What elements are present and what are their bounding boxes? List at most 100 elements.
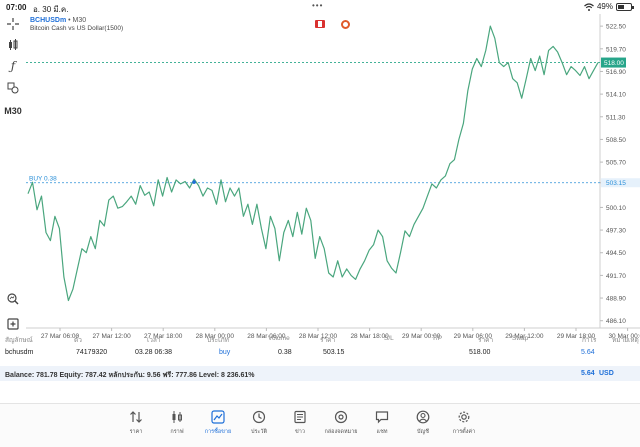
clock-icon[interactable] — [341, 20, 350, 29]
chat-bubble-icon — [375, 411, 389, 424]
price-chart-svg[interactable]: 522.50 519.70 516.90 514.10 511.30 508.50 505.… — [26, 14, 640, 344]
history-clock-icon — [252, 410, 266, 424]
current-price-box — [601, 57, 626, 68]
y-tick-label: 486.10 — [606, 318, 626, 325]
y-tick-label: 505.70 — [606, 160, 626, 167]
x-tick-label: 29 Mar 06:00 — [454, 333, 493, 340]
column-header[interactable]: กำไร — [582, 337, 597, 344]
nav-item-4[interactable]: ข่าว — [280, 409, 320, 436]
function-icon[interactable]: ƒ — [10, 59, 16, 73]
battery-percent: 49% — [596, 2, 613, 11]
nav-item-3[interactable]: ประวัติ — [239, 409, 279, 436]
y-tick-label: 500.10 — [606, 205, 626, 212]
balance-text: Balance: 781.78 Equity: 787.42 หลักประกั… — [5, 372, 255, 379]
chart-timeframe: M30 — [72, 17, 87, 24]
y-tick-label: 522.50 — [606, 24, 626, 31]
cell-profit: 5.64 — [581, 349, 595, 356]
cell-volume: 0.38 — [278, 349, 292, 356]
y-tick-label: 516.90 — [606, 69, 626, 76]
y-tick-label: 519.70 — [606, 46, 626, 53]
quotes-arrows-icon — [130, 411, 142, 423]
buy-line-label: BUY 0.38 — [29, 176, 57, 183]
table-header-row: สัญลักษณ์ ตั๋ว เวลา ประเภท Volume ราคา S/L T/P ร… — [0, 332, 640, 346]
nav-item-1[interactable]: กราฟ — [157, 409, 197, 436]
column-header[interactable]: Volume — [268, 335, 290, 342]
nav-item-6[interactable]: แชท — [362, 409, 402, 436]
buy-price-tag: 503.15 — [606, 180, 626, 187]
y-tick-label: 491.70 — [606, 273, 626, 280]
nav-item-label: ข่าว — [295, 429, 305, 435]
nav-item-label: การซื้อขาย — [204, 429, 232, 435]
column-header[interactable]: เวลา — [147, 337, 161, 344]
nav-item-5[interactable]: กล่องจดหมาย — [321, 409, 361, 436]
nav-item-8[interactable]: การตั้งค่า — [444, 409, 484, 436]
chart-symbol-description: Bitcoin Cash vs US Dollar(1500) — [30, 25, 124, 32]
nav-item-label: ประวัติ — [250, 429, 268, 435]
currency-label: USD — [599, 370, 614, 377]
objects-shapes-icon[interactable] — [5, 80, 21, 96]
wifi-icon — [584, 2, 594, 11]
balance-summary: Balance: 781.78 Equity: 787.42 หลักประกั… — [0, 366, 640, 381]
chart-toolbar: ƒ M30 — [0, 14, 26, 332]
x-tick-label: 29 Mar 18:00 — [557, 333, 596, 340]
column-header[interactable]: ประเภท — [207, 337, 229, 344]
nav-item-label: บัญชี — [417, 429, 429, 435]
news-icon — [294, 410, 306, 424]
x-tick-label: 28 Mar 18:00 — [350, 333, 389, 340]
status-bar: 07:00 อ. 30 มี.ค. ••• 49% — [0, 0, 640, 14]
trade-chart-icon — [211, 410, 225, 424]
chart-symbol-header: BCHUSDm • M30 — [30, 17, 87, 24]
add-position-icon[interactable] — [5, 316, 21, 332]
battery-icon — [616, 2, 634, 11]
multitask-dots-icon[interactable]: ••• — [312, 1, 324, 10]
x-tick-label: 27 Mar 06:00 — [41, 333, 80, 340]
x-tick-label: 27 Mar 12:00 — [92, 333, 131, 340]
status-time: 07:00 — [6, 3, 27, 12]
column-header[interactable]: สัญลักษณ์ — [5, 337, 33, 344]
column-header[interactable]: S/L — [384, 335, 394, 342]
indicators-icon[interactable] — [5, 37, 21, 53]
cell-type: buy — [219, 349, 231, 356]
column-header[interactable]: ราคา — [320, 337, 336, 344]
nav-item-0[interactable]: ราคา — [116, 409, 156, 436]
x-tick-label: 28 Mar 06:00 — [247, 333, 286, 340]
y-tick-label: 488.90 — [606, 296, 626, 303]
x-tick-label: 29 Mar 12:00 — [505, 333, 544, 340]
nav-item-2[interactable]: การซื้อขาย — [198, 409, 238, 436]
nav-item-label: การตั้งค่า — [452, 429, 476, 435]
cell-open-price: 503.15 — [323, 349, 345, 356]
total-profit: 5.64 — [581, 370, 595, 377]
column-header[interactable]: หมายเหตุ — [612, 337, 639, 344]
column-header[interactable]: Swap — [512, 335, 529, 342]
x-tick-label: 30 Mar 00:00 — [608, 333, 640, 340]
nav-item-7[interactable]: บัญชี — [403, 409, 443, 436]
x-tick-label: 28 Mar 12:00 — [299, 333, 338, 340]
column-header[interactable]: ราคา — [478, 337, 494, 344]
column-header[interactable]: ตั๋ว — [74, 337, 82, 344]
nav-item-label: กล่องจดหมาย — [324, 429, 358, 435]
cell-time: 03.28 06:38 — [135, 349, 172, 356]
y-tick-label: 514.10 — [606, 92, 626, 99]
cell-symbol: bchusdm — [5, 349, 34, 356]
price-chart[interactable]: 522.50 519.70 516.90 514.10 511.30 508.50 505.… — [26, 14, 640, 344]
column-header[interactable]: T/P — [432, 335, 443, 342]
timeframe-button[interactable]: M30 — [4, 106, 22, 116]
table-row[interactable]: bchusdm 74179320 03.28 06:38 buy 0.38 50… — [0, 349, 640, 365]
y-tick-label: 508.50 — [606, 137, 626, 144]
gear-icon — [458, 411, 470, 423]
x-tick-label: 29 Mar 00:00 — [402, 333, 441, 340]
price-series-line[interactable] — [27, 25, 599, 302]
nav-item-label: แชท — [376, 429, 388, 435]
zoom-search-icon[interactable] — [5, 291, 21, 307]
y-tick-label: 497.30 — [606, 228, 626, 235]
nav-item-label: กราฟ — [170, 429, 184, 435]
y-tick-label: 494.50 — [606, 250, 626, 257]
entry-point-marker[interactable] — [192, 180, 196, 184]
status-date: อ. 30 มี.ค. — [33, 5, 69, 14]
crosshair-icon[interactable] — [5, 16, 21, 32]
candlestick-chart-icon — [172, 411, 182, 423]
flag-icon[interactable] — [315, 20, 325, 28]
nav-item-label: ราคา — [129, 429, 143, 435]
bottom-navigation: ราคา กราฟ การซื้อขาย ประวัติ ข่าว กล่องจดหมาย… — [0, 403, 640, 447]
